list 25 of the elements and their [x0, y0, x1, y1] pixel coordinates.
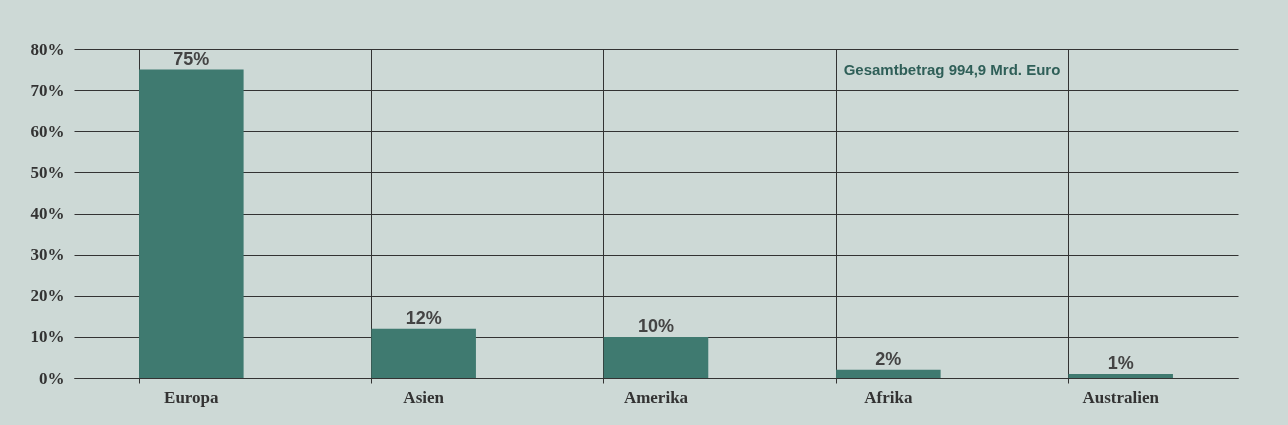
x-tick-label: Asien — [403, 387, 445, 407]
bar — [603, 336, 709, 378]
x-tick-label: Amerika — [623, 387, 689, 407]
y-tick-label: 0% — [39, 368, 65, 388]
bar — [1068, 373, 1173, 378]
y-tick-label: 30% — [30, 245, 65, 265]
data-label: 1% — [1107, 352, 1134, 373]
x-tick-label: Australien — [1082, 387, 1160, 407]
data-label: 75% — [173, 48, 210, 69]
data-label: 12% — [405, 307, 442, 328]
data-label: 2% — [875, 348, 902, 369]
bar — [836, 369, 941, 378]
x-tick-label: Europa — [164, 387, 220, 407]
y-tick-label: 50% — [30, 162, 65, 182]
data-label: 10% — [637, 315, 675, 336]
bar — [371, 328, 476, 378]
y-tick-label: 80% — [30, 39, 65, 59]
annotation: Gesamtbetrag 994,9 Mrd. Euro — [843, 61, 1061, 78]
x-tick-label: Afrika — [864, 387, 913, 407]
y-tick-label: 70% — [30, 80, 65, 100]
y-tick-label: 10% — [30, 327, 65, 347]
y-tick-label: 40% — [30, 204, 65, 223]
y-tick-label: 60% — [30, 121, 65, 141]
y-tick-label: 20% — [30, 286, 65, 306]
bar — [139, 69, 244, 378]
